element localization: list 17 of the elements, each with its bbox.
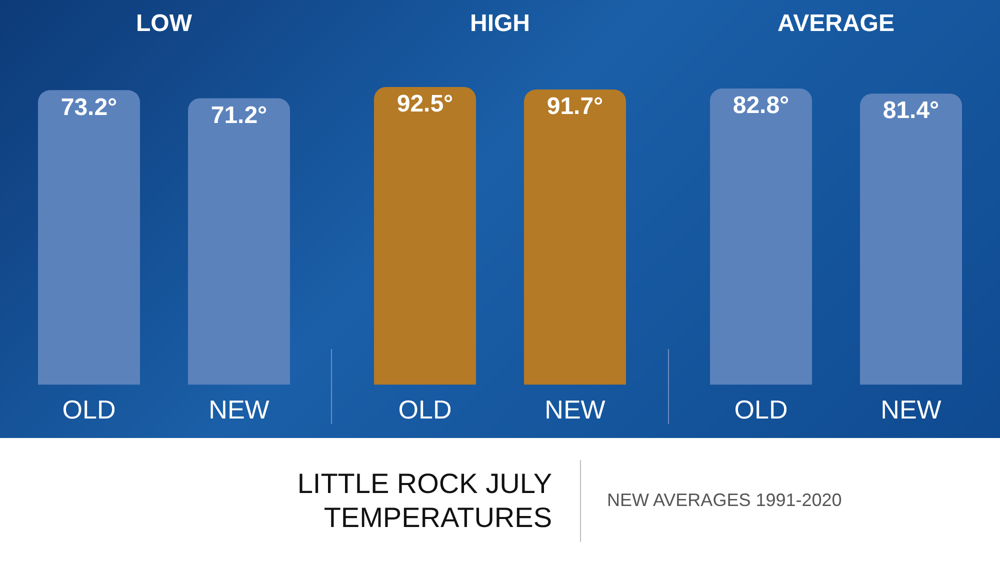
x-tick-label: OLD (734, 394, 788, 425)
data-label: 91.7° (546, 93, 604, 120)
data-label: 71.2° (210, 102, 267, 129)
data-label: 82.8° (733, 92, 790, 120)
x-tick-label: OLD (398, 394, 452, 425)
data-label: 81.4° (883, 97, 940, 124)
chart-title: HIGH (470, 10, 530, 38)
data-label: 92.5° (396, 90, 454, 118)
x-tick-label: NEW (208, 394, 270, 425)
chart-title: LOW (136, 10, 192, 38)
x-tick-label: NEW (544, 394, 606, 425)
chart-title: AVERAGE (778, 10, 895, 38)
text: LITTLE ROCK JULY TEMPERATURES (296, 466, 552, 534)
x-tick-label: NEW (880, 394, 942, 425)
text: NEW AVERAGES 1991-2020 (607, 490, 842, 511)
x-tick-label: OLD (62, 394, 116, 425)
data-label: 73.2° (60, 94, 117, 121)
